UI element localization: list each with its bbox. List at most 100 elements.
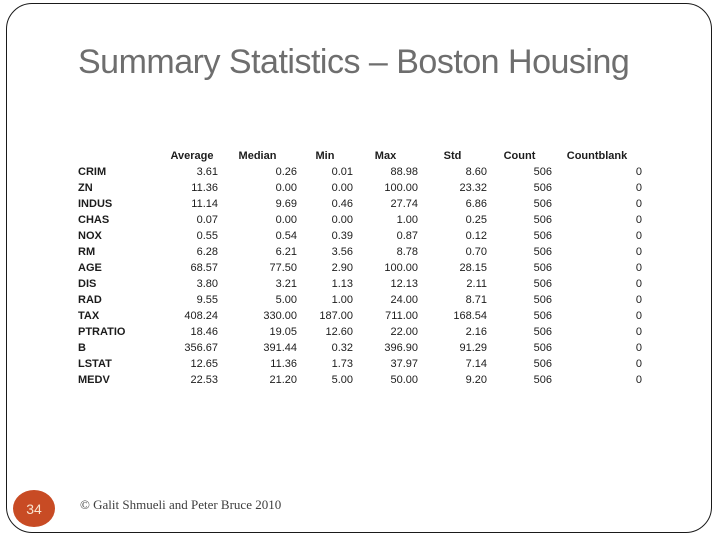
value-cell: 506	[533, 310, 552, 322]
value-cell: 7.14	[465, 358, 487, 370]
row-label: TAX	[78, 310, 100, 322]
table-row: NOX 0.55 0.54 0.39 0.87 0.12 506 0	[78, 228, 642, 244]
value-cell: 3.56	[331, 246, 353, 258]
stats-table: Average Median Min Max Std Count Countblank CRI…	[78, 148, 642, 388]
value-cell: 0	[635, 214, 642, 226]
value-cell: 0	[635, 262, 642, 274]
value-cell: 37.97	[390, 358, 418, 370]
row-label: LSTAT	[78, 358, 112, 370]
value-cell: 0.46	[331, 198, 353, 210]
value-cell: 506	[533, 214, 552, 226]
table-row: AGE 68.57 77.50 2.90 100.00 28.15 506 0	[78, 260, 642, 276]
value-cell: 0.70	[465, 246, 487, 258]
row-label: RAD	[78, 294, 102, 306]
value-cell: 1.73	[331, 358, 353, 370]
value-cell: 1.00	[331, 294, 353, 306]
value-cell: 12.13	[390, 278, 418, 290]
value-cell: 3.61	[196, 166, 218, 178]
value-cell: 0	[635, 246, 642, 258]
column-header: Countblank	[566, 150, 628, 162]
page-title: Summary Statistics – Boston Housing	[78, 43, 630, 81]
value-cell: 187.00	[319, 310, 353, 322]
value-cell: 0	[635, 198, 642, 210]
value-cell: 27.74	[390, 198, 418, 210]
row-label: CRIM	[78, 166, 107, 178]
value-cell: 12.60	[325, 326, 353, 338]
value-cell: 506	[533, 182, 552, 194]
value-cell: 3.21	[275, 278, 297, 290]
table-row: PTRATIO 18.46 19.05 12.60 22.00 2.16 506 0	[78, 324, 642, 340]
value-cell: 11.36	[191, 182, 218, 194]
table-row: DIS 3.80 3.21 1.13 12.13 2.11 506 0	[78, 276, 642, 292]
value-cell: 0	[635, 166, 642, 178]
value-cell: 3.80	[196, 278, 218, 290]
column-header: Count	[503, 150, 536, 162]
row-label: DIS	[78, 278, 97, 290]
value-cell: 506	[533, 358, 552, 370]
table-row: RAD 9.55 5.00 1.00 24.00 8.71 506 0	[78, 292, 642, 308]
table-row: B 356.67 391.44 0.32 396.90 91.29 506 0	[78, 340, 642, 356]
value-cell: 22.00	[390, 326, 418, 338]
value-cell: 91.29	[459, 342, 487, 354]
page-number-badge: 34	[13, 490, 55, 527]
table-row: INDUS 11.14 9.69 0.46 27.74 6.86 506 0	[78, 196, 642, 212]
value-cell: 6.21	[275, 246, 297, 258]
value-cell: 0.32	[331, 342, 353, 354]
value-cell: 506	[533, 198, 552, 210]
table-row: RM 6.28 6.21 3.56 8.78 0.70 506 0	[78, 244, 642, 260]
value-cell: 408.24	[184, 310, 218, 322]
value-cell: 88.98	[390, 166, 418, 178]
value-cell: 506	[533, 342, 552, 354]
page-number: 34	[26, 500, 42, 517]
value-cell: 100.00	[384, 262, 418, 274]
value-cell: 0.00	[275, 182, 297, 194]
value-cell: 506	[533, 166, 552, 178]
value-cell: 506	[533, 262, 552, 274]
value-cell: 9.20	[465, 374, 487, 386]
value-cell: 5.00	[331, 374, 353, 386]
copyright-footer: © Galit Shmueli and Peter Bruce 2010	[80, 497, 282, 512]
value-cell: 0.39	[331, 230, 353, 242]
row-label: PTRATIO	[78, 326, 126, 338]
value-cell: 8.78	[396, 246, 418, 258]
value-cell: 0.25	[465, 214, 487, 226]
table-row: LSTAT 12.65 11.36 1.73 37.97 7.14 506 0	[78, 356, 642, 372]
value-cell: 2.11	[466, 278, 487, 290]
row-label: B	[78, 342, 86, 354]
value-cell: 100.00	[384, 182, 418, 194]
value-cell: 356.67	[184, 342, 218, 354]
value-cell: 9.55	[196, 294, 218, 306]
row-label: NOX	[78, 230, 102, 242]
summary-statistics-table: Average Median Min Max Std Count Countblank CRI…	[78, 148, 642, 388]
value-cell: 1.13	[331, 278, 353, 290]
value-cell: 506	[533, 278, 552, 290]
row-label: RM	[78, 246, 96, 258]
value-cell: 19.05	[269, 326, 297, 338]
value-cell: 0.07	[196, 214, 218, 226]
value-cell: 6.86	[465, 198, 487, 210]
column-header: Average	[170, 150, 214, 162]
value-cell: 330.00	[263, 310, 297, 322]
value-cell: 0	[635, 310, 642, 322]
value-cell: 396.90	[384, 342, 418, 354]
value-cell: 50.00	[390, 374, 418, 386]
value-cell: 11.14	[191, 198, 218, 210]
value-cell: 711.00	[385, 310, 418, 322]
row-label: CHAS	[78, 214, 110, 226]
column-header: Std	[443, 150, 462, 162]
value-cell: 0	[635, 342, 642, 354]
value-cell: 12.65	[190, 358, 218, 370]
value-cell: 0.00	[331, 182, 353, 194]
value-cell: 1.00	[396, 214, 418, 226]
value-cell: 0	[635, 294, 642, 306]
value-cell: 168.54	[453, 310, 487, 322]
value-cell: 0.54	[275, 230, 297, 242]
value-cell: 0.87	[396, 230, 418, 242]
row-label: MEDV	[78, 374, 110, 386]
value-cell: 0	[635, 230, 642, 242]
value-cell: 22.53	[190, 374, 218, 386]
row-label: ZN	[78, 182, 93, 194]
value-cell: 8.60	[465, 166, 487, 178]
table-row: CHAS 0.07 0.00 0.00 1.00 0.25 506 0	[78, 212, 642, 228]
